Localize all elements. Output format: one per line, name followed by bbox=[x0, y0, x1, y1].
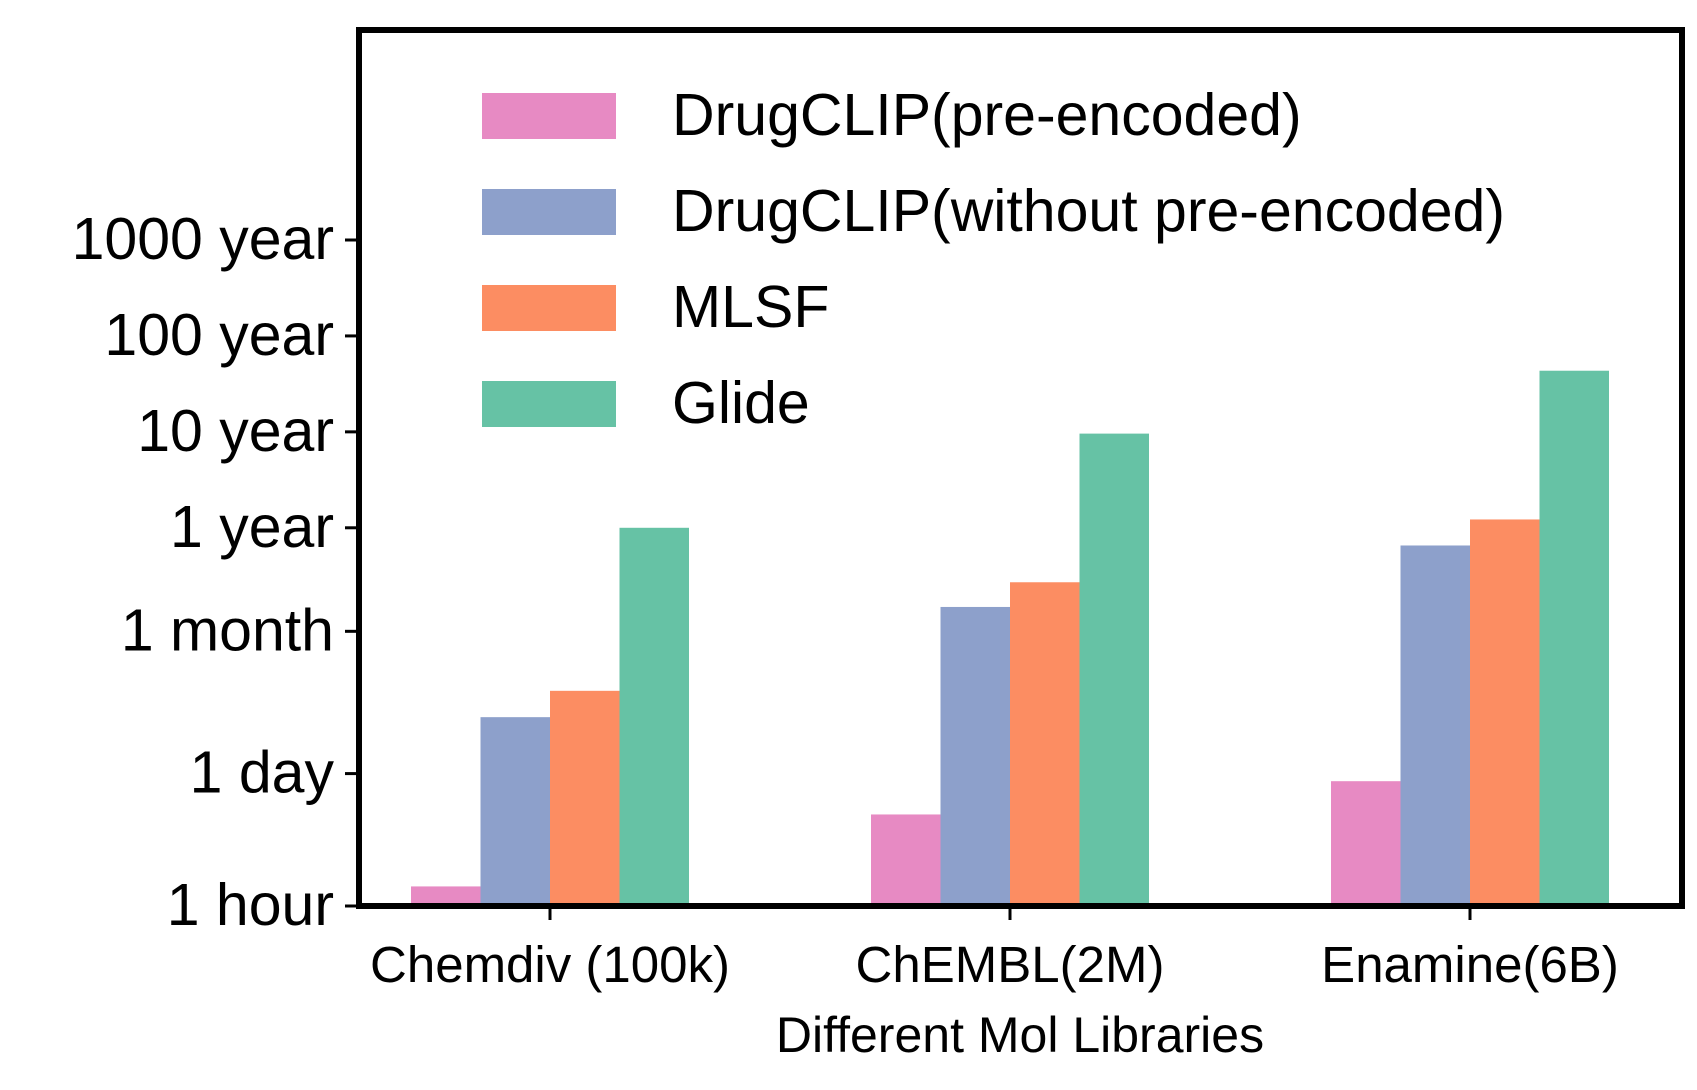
y-tick-label: 1 hour bbox=[167, 872, 334, 938]
bar bbox=[871, 814, 941, 906]
bar bbox=[1539, 370, 1609, 906]
y-tick-label: 1 day bbox=[190, 740, 335, 806]
y-tick-label: 1000 year bbox=[72, 206, 334, 272]
plot-frame bbox=[356, 27, 1685, 909]
bar bbox=[619, 527, 689, 906]
x-tick-label: Chemdiv (100k) bbox=[370, 936, 730, 993]
bar bbox=[1400, 545, 1470, 906]
bar bbox=[1010, 582, 1080, 906]
legend-swatch bbox=[482, 381, 616, 427]
y-tick-label: 100 year bbox=[104, 302, 334, 368]
bar bbox=[1079, 433, 1149, 906]
bar bbox=[940, 606, 1010, 906]
legend-label: DrugCLIP(without pre-encoded) bbox=[672, 178, 1505, 244]
bars-group bbox=[411, 370, 1609, 906]
bar bbox=[480, 717, 550, 906]
bar bbox=[1470, 519, 1540, 906]
y-tick-label: 10 year bbox=[137, 398, 334, 464]
y-axis: 1 hour 1 day 1 month 1 year 10 year 100 year 1… bbox=[72, 206, 359, 938]
y-tick-label: 1 year bbox=[170, 494, 334, 560]
legend-label: MLSF bbox=[672, 274, 829, 340]
bar bbox=[411, 886, 481, 906]
bar bbox=[550, 690, 620, 906]
x-tick-label: ChEMBL(2M) bbox=[856, 936, 1165, 993]
x-tick-label: Enamine(6B) bbox=[1321, 936, 1619, 993]
legend-label: Glide bbox=[672, 370, 810, 436]
legend: DrugCLIP(pre-encoded) DrugCLIP(without pr… bbox=[482, 82, 1505, 436]
x-axis: Chemdiv (100k) ChEMBL(2M) Enamine(6B) bbox=[370, 906, 1619, 993]
legend-swatch bbox=[482, 93, 616, 139]
bar bbox=[1331, 781, 1401, 906]
y-tick-label: 1 month bbox=[121, 597, 334, 663]
legend-swatch bbox=[482, 285, 616, 331]
legend-swatch bbox=[482, 189, 616, 235]
x-axis-label: Different Mol Libraries bbox=[776, 1007, 1264, 1063]
legend-label: DrugCLIP(pre-encoded) bbox=[672, 82, 1302, 148]
